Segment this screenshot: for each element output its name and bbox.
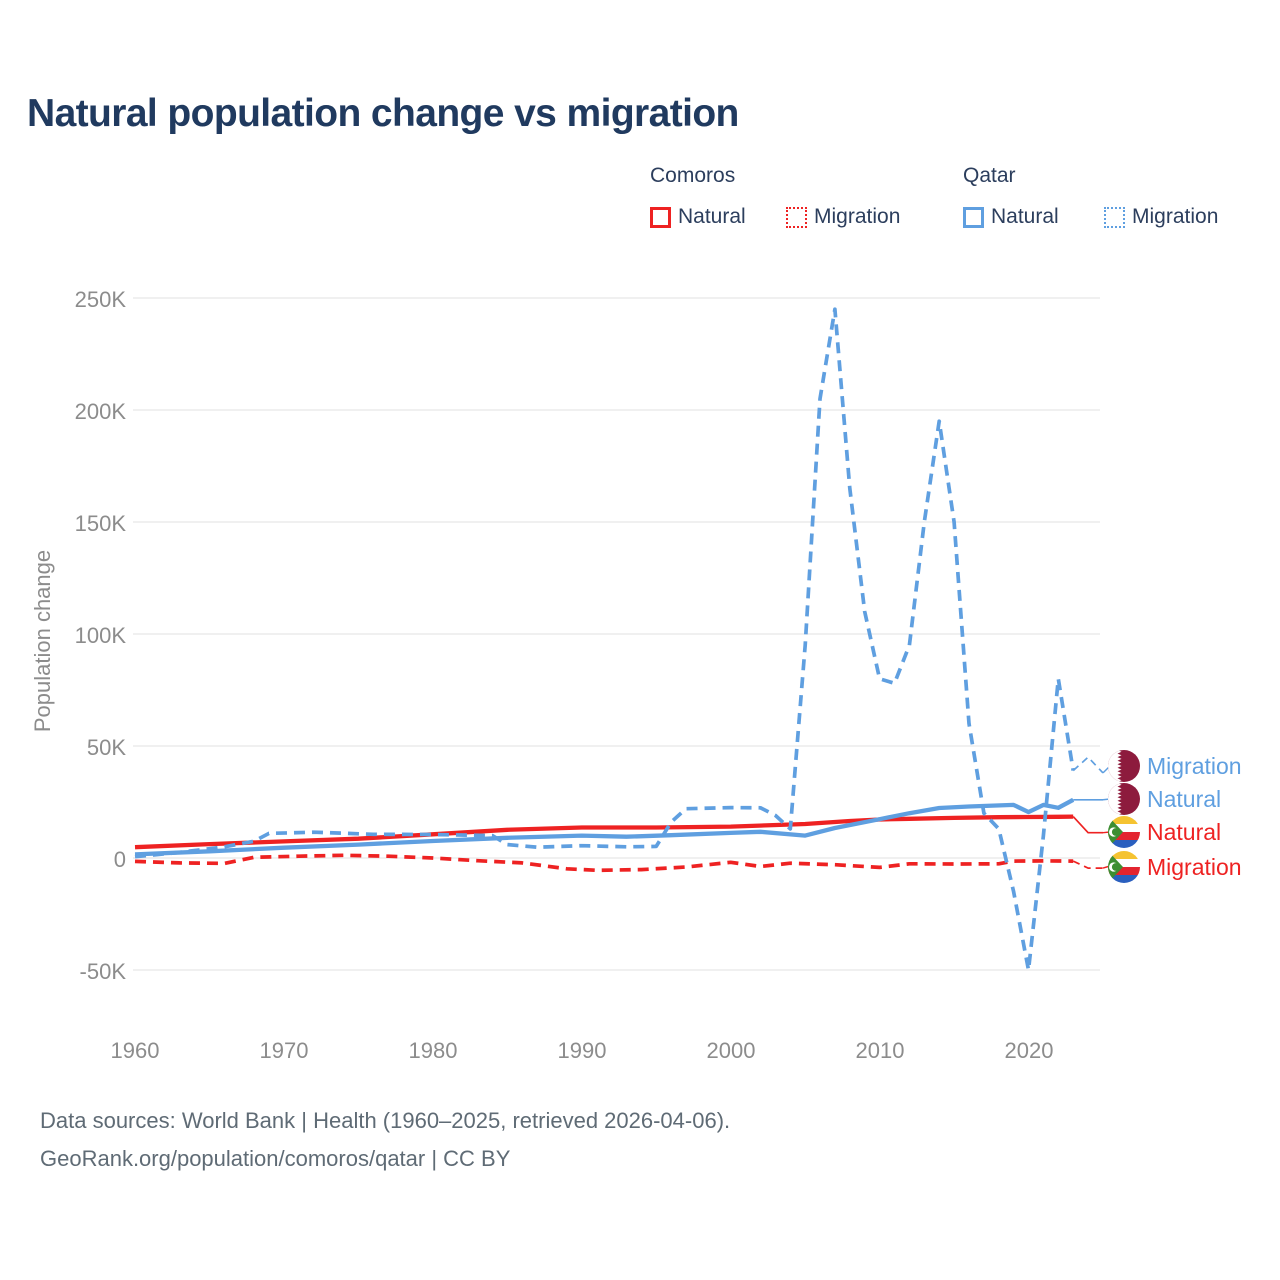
attribution-link: GeoRank.org/population/comoros/qatar | C… xyxy=(40,1146,511,1171)
y-tick: 250K xyxy=(74,287,126,312)
y-tick: 50K xyxy=(86,735,126,760)
legend-item-comoros-migration[interactable]: Migration xyxy=(786,205,900,229)
legend-item-qatar-natural[interactable]: Natural xyxy=(963,205,1059,229)
comoros-flag-icon xyxy=(1108,816,1140,848)
end-label-comoros-natural: Natural xyxy=(1147,819,1222,845)
y-tick: 200K xyxy=(74,399,126,424)
series-line-qatar-migration[interactable] xyxy=(134,307,1076,972)
comoros-natural-swatch-icon xyxy=(650,206,671,228)
x-tick: 2020 xyxy=(1004,1038,1054,1063)
series-line-comoros-natural-projection[interactable] xyxy=(1072,816,1103,834)
legend-item-comoros-natural[interactable]: Natural xyxy=(650,205,746,229)
x-tick: 1980 xyxy=(408,1038,458,1063)
page-title: Natural population change vs migration xyxy=(27,92,739,135)
y-tick: 0 xyxy=(113,847,126,872)
end-label-qatar-natural: Natural xyxy=(1147,786,1222,812)
series-line-qatar-migration-projection[interactable] xyxy=(1072,756,1104,774)
qatar-natural-swatch-icon xyxy=(963,206,984,228)
qatar-migration-swatch-icon xyxy=(1104,206,1125,228)
legend-group-qatar: Qatar xyxy=(963,164,1016,187)
x-tick: 1990 xyxy=(557,1038,607,1063)
series-line-comoros-natural[interactable] xyxy=(134,814,1074,850)
series-line-qatar-natural[interactable] xyxy=(134,797,1075,857)
plot-area xyxy=(133,297,1111,972)
y-tick: 100K xyxy=(74,623,126,648)
x-tick: 2000 xyxy=(706,1038,756,1063)
x-tick: 1970 xyxy=(259,1038,309,1063)
legend-group-comoros: Comoros xyxy=(650,164,736,187)
y-tick: -50K xyxy=(79,959,126,984)
x-tick: 1960 xyxy=(110,1038,160,1063)
end-label-qatar-migration: Migration xyxy=(1147,753,1242,779)
y-tick: 150K xyxy=(74,511,126,536)
comoros-flag-icon xyxy=(1108,851,1140,883)
series-line-comoros-migration-projection[interactable] xyxy=(1072,860,1103,869)
comoros-migration-swatch-icon xyxy=(786,206,807,228)
x-tick: 2010 xyxy=(855,1038,905,1063)
qatar-flag-icon xyxy=(1108,750,1140,782)
series-line-comoros-migration[interactable] xyxy=(134,853,1074,873)
qatar-flag-icon xyxy=(1108,783,1140,815)
end-label-comoros-migration: Migration xyxy=(1147,854,1242,880)
data-sources-note: Data sources: World Bank | Health (1960–… xyxy=(40,1108,731,1133)
legend-item-qatar-migration[interactable]: Migration xyxy=(1104,205,1218,229)
